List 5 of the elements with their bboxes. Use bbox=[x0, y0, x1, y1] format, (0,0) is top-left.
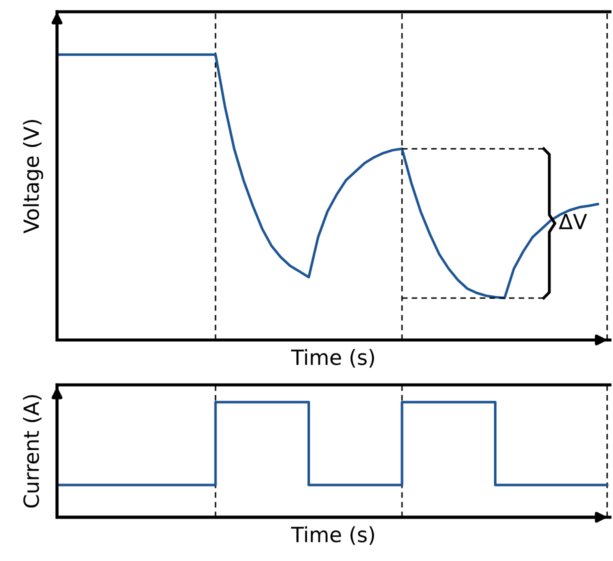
x-axis-title: Time (s) bbox=[291, 526, 374, 545]
x-axis-title: Time (s) bbox=[291, 348, 374, 368]
y-axis-title: Current (A) bbox=[22, 395, 42, 508]
y-axis-title: Voltage (V) bbox=[22, 120, 44, 234]
annotation: ΔV bbox=[558, 214, 587, 230]
